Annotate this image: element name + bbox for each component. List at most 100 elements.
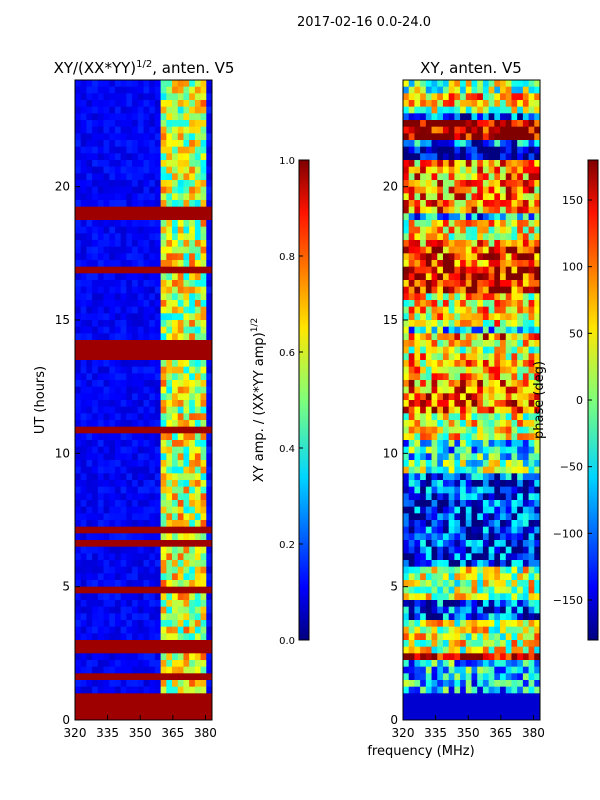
heatmap-cell [511, 660, 518, 668]
heatmap-cell [454, 480, 461, 488]
heatmap-cell [517, 166, 524, 174]
heatmap-cell [97, 486, 104, 494]
heatmap-cell [477, 586, 484, 594]
heatmap-cell [511, 620, 518, 628]
heatmap-cell [500, 600, 507, 608]
heatmap-cell [431, 420, 438, 428]
heatmap-cell [114, 466, 122, 474]
heatmap-cell [517, 366, 524, 374]
heatmap-cell [437, 700, 444, 708]
heatmap-cell [500, 713, 507, 721]
heatmap-cell [517, 146, 524, 154]
heatmap-cell [403, 93, 410, 101]
heatmap-cell [477, 406, 484, 414]
heatmap-cell [154, 93, 162, 101]
heatmap-cell [454, 640, 461, 648]
heatmap-cell [511, 300, 518, 308]
heatmap-cell [172, 220, 179, 228]
heatmap-cell [505, 226, 512, 234]
heatmap-cell [431, 173, 438, 181]
heatmap-cell [482, 393, 490, 401]
heatmap-cell [132, 413, 139, 421]
heatmap-cell [120, 586, 127, 594]
heatmap-cell [522, 93, 529, 101]
heatmap-cell [143, 460, 150, 468]
heatmap-cell [425, 153, 432, 161]
heatmap-cell [114, 180, 122, 188]
heatmap-cell [448, 373, 455, 381]
heatmap-cell [517, 280, 524, 288]
heatmap-cell [97, 80, 104, 88]
heatmap-cell [200, 600, 207, 608]
heatmap-cell [522, 460, 529, 468]
heatmap-cell [172, 186, 179, 194]
heatmap-cell [92, 206, 99, 214]
heatmap-cell [143, 160, 150, 168]
heatmap-cell [511, 313, 518, 321]
heatmap-cell [92, 113, 99, 121]
heatmap-cell [488, 460, 495, 468]
heatmap-cell [505, 660, 512, 668]
heatmap-cell [482, 113, 490, 121]
heatmap-cell [80, 573, 87, 581]
heatmap-cell [420, 340, 427, 348]
heatmap-cell [177, 573, 184, 581]
heatmap-cell [448, 493, 455, 501]
heatmap-cell [114, 340, 122, 348]
heatmap-cell [154, 520, 162, 528]
heatmap-cell [149, 266, 156, 274]
heatmap-cell [189, 686, 196, 694]
heatmap-cell [114, 526, 122, 534]
heatmap-cell [408, 533, 415, 541]
heatmap-cell [149, 673, 156, 681]
heatmap-cell [460, 640, 467, 648]
heatmap-cell [86, 680, 93, 688]
heatmap-cell [75, 406, 82, 414]
heatmap-cell [172, 406, 179, 414]
heatmap-cell [408, 273, 415, 281]
amplitude-colorbar-tick-label: 0.0 [279, 636, 295, 647]
heatmap-cell [97, 226, 104, 234]
heatmap-cell [517, 520, 524, 528]
heatmap-cell [522, 206, 529, 214]
heatmap-cell [511, 626, 518, 634]
heatmap-cell [149, 500, 156, 508]
heatmap-cell [137, 113, 144, 121]
heatmap-cell [522, 160, 529, 168]
heatmap-cell [189, 460, 196, 468]
heatmap-cell [177, 480, 184, 488]
heatmap-cell [494, 373, 501, 381]
heatmap-cell [75, 506, 82, 514]
heatmap-cell [183, 700, 190, 708]
heatmap-cell [482, 126, 490, 134]
heatmap-cell [460, 486, 467, 494]
heatmap-cell [206, 586, 213, 594]
heatmap-cell [92, 553, 99, 561]
heatmap-cell [97, 560, 104, 568]
heatmap-cell [120, 593, 127, 601]
heatmap-cell [120, 360, 127, 368]
heatmap-cell [75, 146, 82, 154]
heatmap-cell [132, 93, 139, 101]
heatmap-cell [528, 586, 535, 594]
heatmap-cell [511, 506, 518, 514]
heatmap-cell [183, 160, 190, 168]
heatmap-cell [494, 480, 501, 488]
heatmap-cell [494, 173, 501, 181]
heatmap-cell [97, 593, 104, 601]
heatmap-cell [517, 613, 524, 621]
heatmap-cell [137, 253, 144, 261]
heatmap-cell [505, 613, 512, 621]
heatmap-cell [448, 500, 455, 508]
heatmap-cell [103, 546, 110, 554]
heatmap-cell [166, 653, 173, 661]
heatmap-cell [517, 453, 524, 461]
heatmap-cell [528, 326, 535, 334]
heatmap-cell [137, 693, 144, 701]
heatmap-cell [482, 566, 490, 574]
heatmap-cell [172, 446, 179, 454]
heatmap-cell [172, 486, 179, 494]
heatmap-cell [448, 466, 455, 474]
heatmap-cell [137, 386, 144, 394]
heatmap-cell [511, 553, 518, 561]
